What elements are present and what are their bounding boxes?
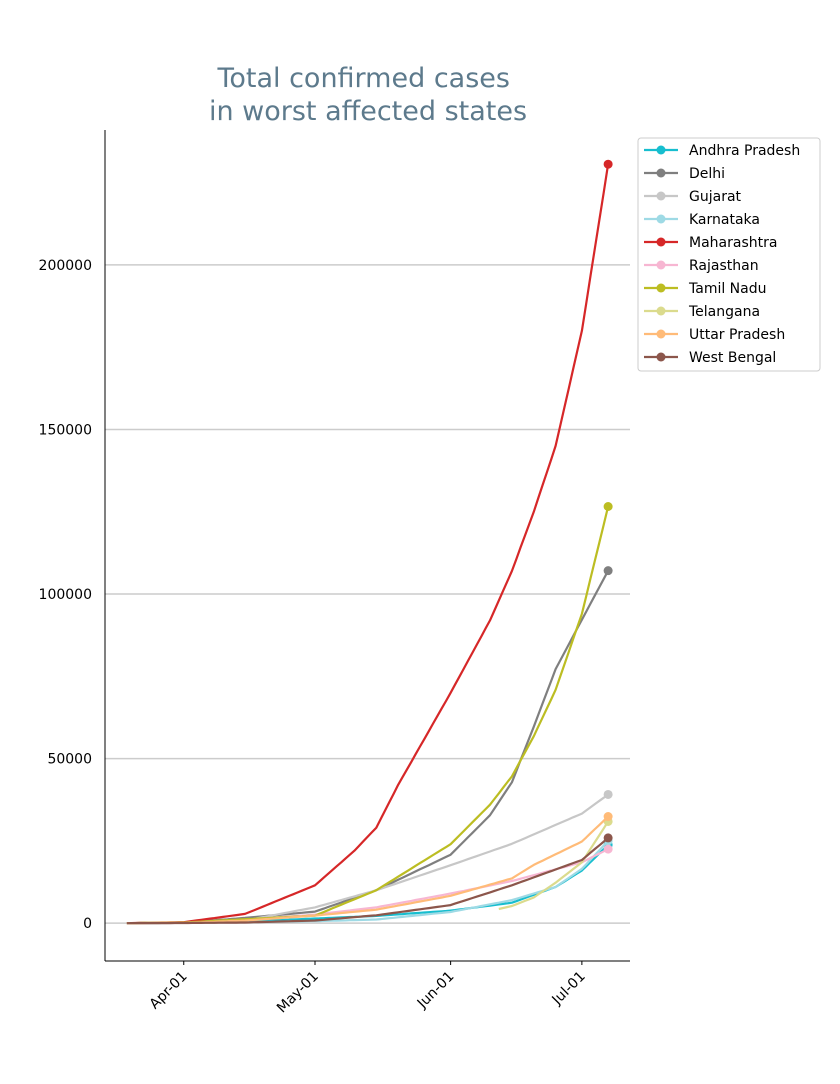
axes: 0 50000 100000 150000 200000 Apr-01 May-01 Jun-…: [39, 130, 630, 1016]
x-tick-label: Apr-01: [147, 969, 191, 1013]
chart-title-line-1: Total confirmed cases: [216, 63, 510, 94]
legend-label-telangana: Telangana: [688, 304, 760, 320]
legend-label-rajasthan: Rajasthan: [689, 258, 759, 274]
series-lines: [126, 159, 613, 925]
series-end-marker-gujarat: [603, 789, 613, 799]
grid: [105, 264, 630, 924]
series-end-marker-uttar-pradesh: [603, 812, 613, 822]
legend-box: [637, 137, 821, 372]
series-end-marker-rajasthan: [603, 844, 613, 854]
legend-label-maharashtra: Maharashtra: [689, 235, 777, 251]
series-line-telangana: [498, 820, 610, 911]
series-line-tamil-nadu: [126, 506, 610, 925]
legend-marker-delhi: [656, 168, 666, 178]
x-tick-label: Jun-01: [414, 969, 458, 1013]
legend-marker-telangana: [656, 306, 666, 316]
legend-label-delhi: Delhi: [689, 166, 725, 182]
legend-label-tamil-nadu: Tamil Nadu: [688, 281, 767, 297]
legend-marker-uttar-pradesh: [656, 329, 666, 339]
series-line-west-bengal: [126, 837, 609, 925]
legend-marker-karnataka: [656, 214, 666, 224]
y-tick-label: 200000: [39, 258, 92, 274]
legend: Andhra Pradesh Delhi Gujarat Karnataka Mahar…: [637, 137, 821, 372]
y-tick-label: 150000: [39, 422, 92, 438]
chart-title: Total confirmed cases in worst affected …: [209, 63, 527, 127]
y-tick-label: 50000: [47, 752, 92, 768]
chart-title-line-2: in worst affected states: [209, 96, 527, 127]
x-tick-label: May-01: [274, 969, 322, 1017]
legend-marker-rajasthan: [656, 260, 666, 270]
legend-marker-tamil-nadu: [656, 283, 666, 293]
legend-marker-west-bengal: [656, 352, 666, 362]
legend-label-andhra-pradesh: Andhra Pradesh: [689, 143, 800, 159]
legend-marker-andhra-pradesh: [656, 145, 666, 155]
legend-label-west-bengal: West Bengal: [689, 350, 776, 366]
legend-label-karnataka: Karnataka: [689, 212, 760, 228]
legend-marker-maharashtra: [656, 237, 666, 247]
series-end-marker-tamil-nadu: [603, 502, 613, 512]
y-tick-label: 0: [83, 916, 92, 932]
series-end-marker-west-bengal: [603, 833, 613, 843]
series-line-gujarat: [126, 793, 609, 925]
series-end-marker-maharashtra: [603, 159, 613, 169]
series-end-marker-delhi: [603, 566, 613, 576]
x-tick-label: Jul-01: [549, 969, 589, 1009]
legend-label-gujarat: Gujarat: [689, 189, 742, 205]
series-line-rajasthan: [126, 848, 609, 925]
series-line-delhi: [126, 570, 610, 925]
legend-label-uttar-pradesh: Uttar Pradesh: [689, 327, 785, 343]
legend-marker-gujarat: [656, 191, 666, 201]
y-tick-label: 100000: [39, 587, 92, 603]
series-line-maharashtra: [126, 164, 610, 925]
